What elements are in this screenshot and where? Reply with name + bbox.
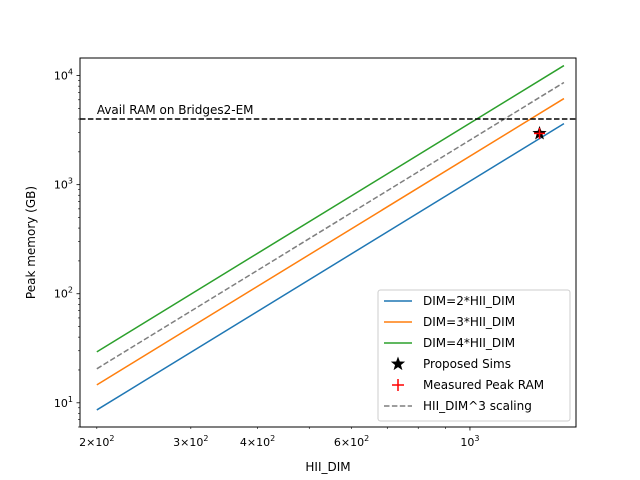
y-tick-label: 104 — [54, 68, 73, 83]
x-tick-label: 103 — [460, 434, 479, 449]
x-tick-label: 2×102 — [79, 434, 114, 449]
legend-label-dim-4-hii-dim: DIM=4*HII_DIM — [423, 336, 515, 350]
series-line-hii-dim-3-scaling — [96, 81, 565, 370]
series-line-dim-4-hii-dim — [96, 64, 565, 353]
plot-frame — [79, 57, 577, 428]
legend-swatch-proposed-sims — [390, 356, 406, 371]
series-line-dim-3-hii-dim — [96, 97, 565, 386]
plot-content: Avail RAM on Bridges2-EM — [80, 64, 576, 411]
x-axis-label: HII_DIM — [305, 460, 350, 474]
legend-label-dim-3-hii-dim: DIM=3*HII_DIM — [423, 315, 515, 329]
legend: DIM=2*HII_DIM DIM=3*HII_DIM DIM=4*HII_DIM P… — [377, 289, 571, 422]
legend-label-measured-peak-ram: Measured Peak RAM — [423, 378, 544, 392]
y-axis-ticks: 101 102 103 104 — [54, 68, 80, 428]
y-tick-label: 103 — [54, 177, 73, 192]
legend-label-dim-2-hii-dim: DIM=2*HII_DIM — [423, 294, 515, 308]
y-tick-label: 102 — [54, 286, 73, 301]
x-tick-label: 6×102 — [334, 434, 369, 449]
avail-ram-label: Avail RAM on Bridges2-EM — [97, 103, 254, 117]
x-tick-label: 3×102 — [173, 434, 208, 449]
x-tick-label: 4×102 — [240, 434, 275, 449]
y-tick-label: 101 — [54, 395, 73, 410]
legend-box — [377, 289, 571, 422]
y-axis-label: Peak memory (GB) — [24, 186, 38, 299]
x-axis-ticks: 2×102 3×102 4×102 6×102 103 — [79, 427, 479, 449]
legend-label-proposed-sims: Proposed Sims — [423, 357, 511, 371]
legend-label-hii-dim-3-scaling: HII_DIM^3 scaling — [423, 399, 532, 413]
series-line-dim-2-hii-dim — [96, 122, 565, 411]
